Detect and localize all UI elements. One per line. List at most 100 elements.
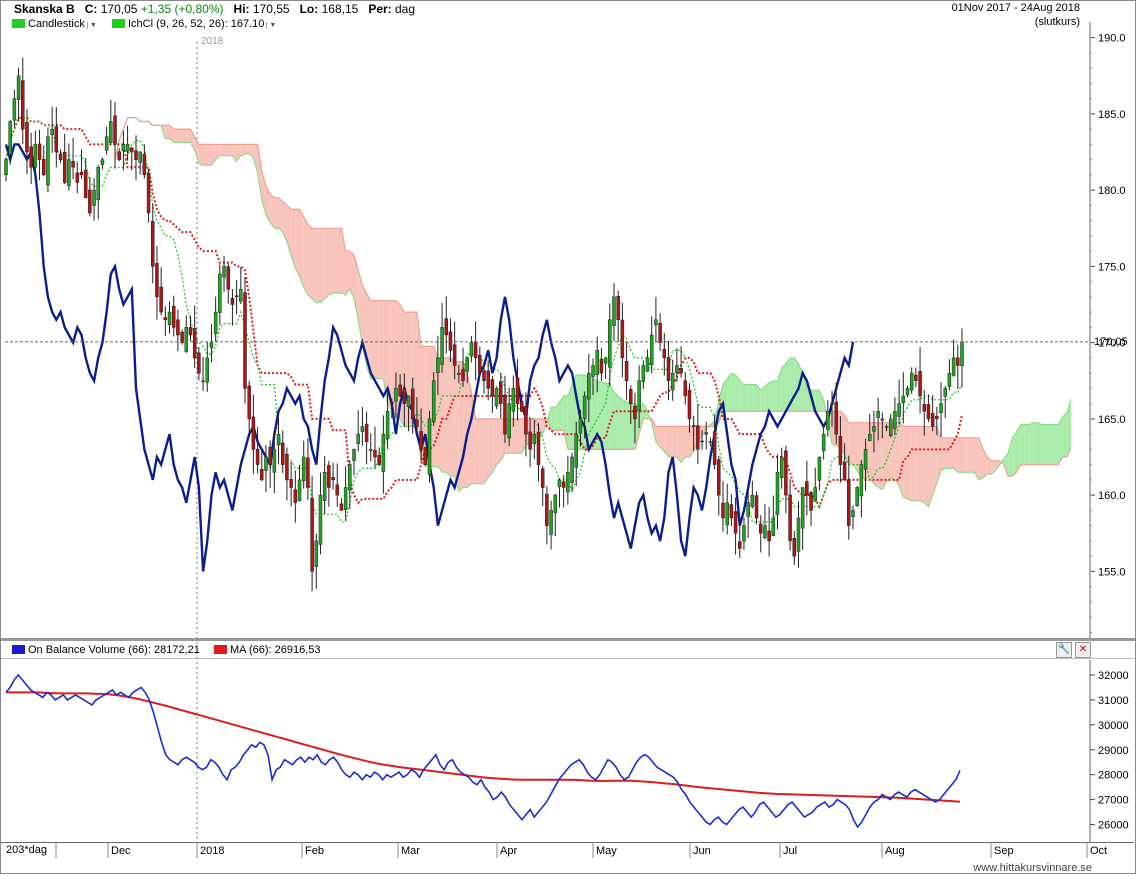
ichimoku-cloud-segment bbox=[622, 399, 627, 450]
candle-body bbox=[624, 361, 629, 382]
candle-body bbox=[272, 449, 277, 473]
ichimoku-cloud-segment bbox=[207, 144, 212, 166]
ichimoku-cloud-segment bbox=[559, 396, 564, 431]
candle-body bbox=[452, 344, 457, 366]
candle-body bbox=[608, 319, 612, 368]
ichimoku-cloud-segment bbox=[454, 361, 459, 492]
price-tick-label: 190.0 bbox=[1098, 33, 1126, 45]
candle-body bbox=[406, 395, 411, 407]
chevron-down-icon[interactable]: ▼ bbox=[86, 22, 97, 29]
ichimoku-cloud-segment bbox=[878, 422, 883, 490]
candle-body bbox=[729, 504, 734, 519]
low-label: Lo: bbox=[299, 2, 319, 16]
candle-body bbox=[830, 403, 834, 406]
candle-body bbox=[712, 431, 717, 465]
legend-obv: On Balance Volume (66): 28172,21 bbox=[12, 644, 200, 656]
candle-body bbox=[209, 342, 214, 348]
chevron-down-icon[interactable]: ▼ bbox=[266, 22, 276, 29]
ichimoku-cloud-segment bbox=[551, 407, 556, 431]
ichimoku-cloud-segment bbox=[769, 380, 774, 412]
candle-body bbox=[176, 319, 180, 336]
ichimoku-cloud-segment bbox=[869, 422, 874, 484]
ichimoku-cloud-segment bbox=[957, 437, 962, 473]
candle-body bbox=[21, 80, 25, 130]
candle-body bbox=[121, 144, 126, 152]
price-tick-label: 170.0 bbox=[1098, 338, 1126, 350]
ichimoku-cloud-segment bbox=[844, 415, 849, 463]
period-value: dag bbox=[395, 2, 416, 16]
candle-body bbox=[100, 159, 105, 165]
ichimoku-cloud-segment bbox=[601, 382, 606, 450]
period-label: Per: bbox=[368, 2, 392, 16]
x-tick-label: Mar bbox=[401, 845, 420, 857]
candle-body bbox=[746, 502, 750, 517]
ichimoku-cloud-segment bbox=[190, 129, 195, 151]
candle-body bbox=[37, 143, 42, 160]
ichimoku-cloud-segment bbox=[228, 144, 233, 156]
ichimoku-cloud-segment bbox=[383, 300, 388, 404]
ichimoku-cloud-segment bbox=[1008, 437, 1013, 477]
candle-body bbox=[16, 75, 21, 100]
ichimoku-cloud-segment bbox=[819, 390, 824, 412]
candle-body bbox=[595, 350, 599, 376]
candle-body bbox=[738, 541, 742, 549]
candle-body bbox=[436, 357, 440, 373]
ichimoku-cloud-segment bbox=[286, 205, 292, 255]
ichimoku-cloud-segment bbox=[513, 418, 518, 454]
ichimoku-cloud-segment bbox=[752, 384, 757, 412]
candle-body bbox=[930, 412, 935, 427]
candle-body bbox=[641, 365, 646, 382]
legend-ichimoku[interactable]: IchCl (9, 26, 52, 26): 167.10 ▼ bbox=[112, 18, 276, 30]
ichimoku-cloud-segment bbox=[333, 228, 338, 294]
obv-tick-label: 28000 bbox=[1098, 770, 1129, 782]
ichimoku-cloud-segment bbox=[257, 144, 262, 200]
candle-body bbox=[92, 189, 96, 206]
candle-body bbox=[666, 357, 671, 382]
candle-body bbox=[394, 388, 398, 402]
candle-body bbox=[167, 311, 172, 326]
ichimoku-cloud-segment bbox=[949, 437, 954, 469]
close-icon[interactable]: ✕ bbox=[1075, 642, 1091, 658]
candle-body bbox=[201, 380, 205, 383]
candle-body bbox=[750, 494, 755, 507]
ichimoku-cloud-segment bbox=[324, 228, 329, 299]
candle-body bbox=[863, 449, 868, 470]
candle-body bbox=[490, 379, 495, 397]
candle-body bbox=[180, 331, 184, 343]
candle-body bbox=[826, 411, 830, 430]
candle-body bbox=[402, 388, 407, 404]
ichimoku-cloud-segment bbox=[978, 437, 983, 480]
ichimoku-cloud-segment bbox=[303, 216, 308, 295]
ichimoku-cloud-segment bbox=[219, 144, 225, 156]
ichimoku-cloud-segment bbox=[681, 426, 686, 463]
ichimoku-cloud-segment bbox=[781, 363, 786, 412]
candle-body bbox=[473, 341, 478, 359]
candle-body bbox=[922, 404, 927, 412]
candle-body bbox=[805, 481, 809, 496]
candle-body bbox=[276, 433, 281, 446]
candle-body bbox=[545, 493, 549, 526]
ichimoku-cloud-segment bbox=[1058, 416, 1063, 465]
candle-body bbox=[553, 494, 558, 514]
obv-tick-label: 27000 bbox=[1098, 795, 1129, 807]
candle-body bbox=[691, 425, 696, 427]
ichimoku-cloud-segment bbox=[341, 228, 346, 295]
candle-body bbox=[754, 495, 759, 519]
candle-body bbox=[859, 464, 864, 497]
candle-body bbox=[125, 144, 130, 152]
candle-body bbox=[515, 377, 520, 404]
ichimoku-cloud-segment bbox=[1016, 424, 1021, 473]
x-tick-label: Jun bbox=[693, 845, 711, 857]
candle-body bbox=[893, 411, 897, 429]
candle-body bbox=[222, 266, 226, 278]
legend-candlestick[interactable]: Candlestick ▼ bbox=[12, 18, 97, 30]
candle-body bbox=[482, 370, 486, 381]
candle-body bbox=[763, 525, 767, 539]
obv-label: On Balance Volume (66): 28172,21 bbox=[28, 644, 200, 656]
ichimoku-cloud-segment bbox=[739, 380, 744, 412]
candle-body bbox=[658, 322, 662, 343]
ichimoku-cloud-segment bbox=[593, 378, 598, 450]
candle-body bbox=[872, 426, 876, 432]
ichimoku-cloud-segment bbox=[928, 426, 933, 507]
wrench-icon[interactable]: 🔧 bbox=[1056, 642, 1072, 658]
